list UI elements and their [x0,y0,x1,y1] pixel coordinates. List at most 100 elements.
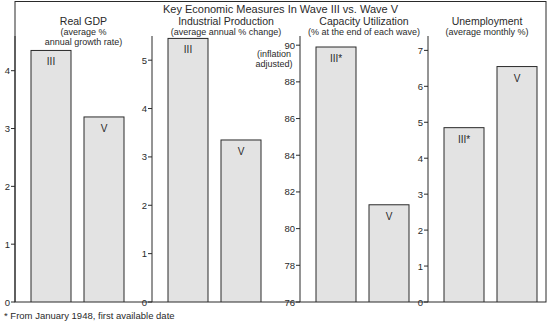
y-axis [152,36,153,302]
bar-labels: IIIV [47,56,108,134]
panel-subtitle: (% at the end of each wave) [308,27,420,37]
bar [444,128,484,302]
tick-label: 7 [418,45,423,56]
bar [497,67,537,302]
tick-label: 80 [284,223,295,234]
tick [148,60,152,61]
tick-label: 0 [142,297,147,308]
tick-label: 5 [142,55,147,66]
bars [168,38,261,302]
text-line: (average % [60,27,106,37]
panel: Capacity Utilization(% at the end of eac… [284,15,420,308]
y-axis [428,36,429,302]
tick-label: 82 [284,186,295,197]
tick-label: 3 [142,151,147,162]
category-label: III [184,44,192,55]
tick [296,191,300,192]
bar-labels: III*V [330,53,393,222]
tick-label: 2 [142,200,147,211]
panel: Real GDP(average %annual growth rate) 0 1 2… [5,15,124,308]
category-label: V [514,73,521,84]
panel-subtitle: (average %annual growth rate) [45,27,123,47]
y-axis [15,36,16,302]
title: Key Economic Measures In Wave III vs. Wa… [163,3,399,15]
panel: Unemployment(average monthly %) 0 1 2 3 4 5 6 7 I… [418,15,537,308]
tick [11,70,15,71]
panel-title: Real GDP [60,15,107,27]
tick [424,158,428,159]
panel-title: Unemployment [452,15,523,27]
tick-label: 1 [142,248,147,259]
tick-label: 88 [284,76,295,87]
panel-title: Industrial Production [178,15,274,27]
tick [424,50,428,51]
tick [424,230,428,231]
category-label: V [238,146,245,157]
tick-label: 90 [284,40,295,51]
tick-label: 0 [5,297,10,308]
bar [369,205,409,302]
text-line: annual growth rate) [45,37,123,47]
tick-label: 0 [418,297,423,308]
tick-label: 2 [5,181,10,192]
tick-label: 2 [418,225,423,236]
bar [168,38,208,302]
tick-label: 4 [5,65,10,76]
tick [148,205,152,206]
panel: Industrial Production(average annual % c… [142,15,293,308]
tick-label: 84 [284,150,295,161]
bar-labels: III* V [458,73,521,145]
tick [424,302,428,303]
tick-label: 6 [418,81,423,92]
tick-label: 76 [284,297,295,308]
tick [296,81,300,82]
tick [11,128,15,129]
tick [148,253,152,254]
tick [424,194,428,195]
tick-label: 4 [142,103,147,114]
tick-label: 5 [418,117,423,128]
bar [31,50,71,302]
tick-label: 3 [5,123,10,134]
chart: Key Economic Measures In Wave III vs. Wa… [0,0,549,327]
tick [296,45,300,46]
tick-label: 4 [418,153,423,164]
tick [148,108,152,109]
category-label: V [386,211,393,222]
footnote: * From January 1948, first available dat… [4,310,175,321]
tick [11,186,15,187]
panel-title: Capacity Utilization [319,15,408,27]
bar [84,117,124,302]
tick [296,302,300,303]
tick [296,155,300,156]
bars [31,50,124,302]
bar-labels: III V [184,44,245,157]
text-line: (% at the end of each wave) [308,27,420,37]
tick [11,302,15,303]
bar [221,140,261,302]
tick-label: 1 [5,239,10,250]
tick-label: 1 [418,261,423,272]
tick-label: 3 [418,189,423,200]
tick [424,122,428,123]
tick [424,86,428,87]
category-label: V [101,123,108,134]
text-line: (average annual % change) [171,27,282,37]
y-axis [300,36,301,302]
tick [296,265,300,266]
tick [148,302,152,303]
frame [15,2,546,303]
tick-label: 78 [284,260,295,271]
panel-subtitle: (average annual % change) [171,27,282,37]
annotation: (inflationadjusted) [255,49,292,69]
tick [296,118,300,119]
tick [296,228,300,229]
category-label: III* [458,134,470,145]
tick [148,156,152,157]
tick-label: 86 [284,113,295,124]
text-line: adjusted) [255,59,292,69]
text-line: (average monthly %) [445,27,528,37]
bar [316,47,356,302]
bars [444,67,537,302]
bars [316,47,409,302]
